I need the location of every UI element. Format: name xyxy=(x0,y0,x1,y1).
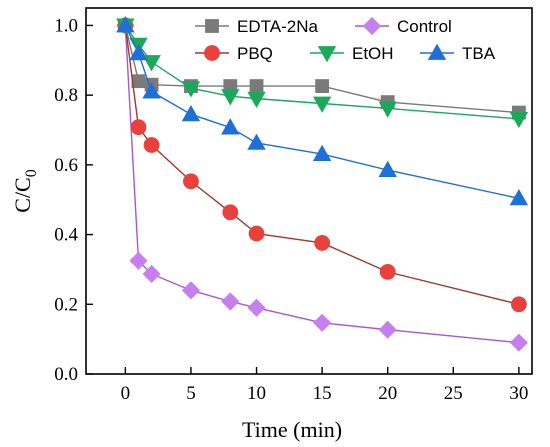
y-tick-label: 0.4 xyxy=(54,225,78,246)
x-tick-label: 0 xyxy=(121,383,131,404)
legend-item-control: Control xyxy=(355,16,452,36)
y-axis-label-main: C/C xyxy=(10,177,35,212)
data-point-tba xyxy=(116,16,135,33)
data-point-tba xyxy=(221,118,240,135)
data-point-edta-2na xyxy=(315,79,330,93)
legend-marker xyxy=(427,43,447,60)
legend-marker xyxy=(204,45,220,61)
data-point-tba xyxy=(247,133,266,150)
data-point-pbq xyxy=(314,235,331,251)
data-point-edta-2na xyxy=(249,79,264,93)
data-point-pbq xyxy=(143,137,160,153)
y-axis-label-subscript: 0 xyxy=(23,169,40,177)
data-point-etoh xyxy=(142,55,161,72)
legend-item-edta-2na: EDTA-2Na xyxy=(195,17,318,36)
y-tick-label: 0.2 xyxy=(54,294,78,315)
data-point-pbq xyxy=(222,204,239,221)
x-tick-label: 5 xyxy=(186,383,196,404)
data-point-control xyxy=(181,281,201,300)
legend-item-tba: TBA xyxy=(420,43,496,63)
plot-frame xyxy=(85,7,533,375)
legend-label: EDTA-2Na xyxy=(237,17,318,36)
data-point-control xyxy=(378,320,397,339)
data-point-control xyxy=(247,298,266,317)
y-tick-label: 0.8 xyxy=(54,85,78,106)
data-point-tba xyxy=(142,82,161,99)
legend-marker xyxy=(317,46,337,63)
data-point-tba xyxy=(129,44,148,61)
data-point-pbq xyxy=(248,225,265,242)
y-tick-label: 0.0 xyxy=(54,364,78,385)
data-point-tba xyxy=(312,144,332,161)
x-tick-label: 20 xyxy=(378,383,397,404)
series-layer xyxy=(116,16,529,352)
data-point-control xyxy=(129,251,148,270)
x-tick-label: 10 xyxy=(247,383,266,404)
data-point-etoh xyxy=(509,111,529,129)
x-tick-label: 15 xyxy=(313,383,332,404)
y-tick-label: 0.6 xyxy=(54,155,78,176)
data-point-control xyxy=(221,292,240,311)
data-point-etoh xyxy=(221,89,240,106)
legend-label: Control xyxy=(397,17,452,36)
data-point-pbq xyxy=(510,296,527,313)
x-axis-label: Time (min) xyxy=(242,417,342,442)
legend: EDTA-2Na Control PBQ EtOH TBA xyxy=(195,16,496,63)
y-axis: 0.0 0.2 0.4 0.6 0.8 1.0 xyxy=(54,15,93,385)
legend-label: EtOH xyxy=(352,44,394,63)
series-control xyxy=(116,16,528,352)
data-point-tba xyxy=(378,160,397,177)
data-point-pbq xyxy=(183,173,199,190)
legend-item-etoh: EtOH xyxy=(310,44,394,63)
series-line-pbq xyxy=(124,25,520,305)
legend-label: PBQ xyxy=(237,44,273,63)
x-tick-label: 25 xyxy=(444,383,463,404)
series-pbq xyxy=(117,17,527,313)
y-axis-label: C/C0 xyxy=(10,169,40,212)
series-etoh xyxy=(116,18,529,129)
legend-label: TBA xyxy=(462,44,496,63)
series-tba xyxy=(116,16,529,206)
data-point-edta-2na xyxy=(131,74,146,89)
data-point-etoh xyxy=(312,96,332,113)
legend-marker xyxy=(205,19,219,33)
data-point-pbq xyxy=(379,263,396,280)
x-tick-label: 30 xyxy=(509,383,528,404)
x-axis: 0 5 10 15 20 25 30 xyxy=(121,367,528,404)
data-point-etoh xyxy=(378,101,397,118)
data-point-etoh xyxy=(181,81,201,98)
legend-item-pbq: PBQ xyxy=(195,44,273,63)
y-tick-label: 1.0 xyxy=(54,15,78,36)
data-point-pbq xyxy=(130,119,147,136)
data-point-etoh xyxy=(247,91,266,108)
data-point-tba xyxy=(181,105,201,122)
data-point-control xyxy=(509,333,528,352)
data-point-control xyxy=(313,313,332,332)
data-point-control xyxy=(142,264,161,284)
data-point-tba xyxy=(509,189,529,206)
legend-marker xyxy=(362,16,382,36)
